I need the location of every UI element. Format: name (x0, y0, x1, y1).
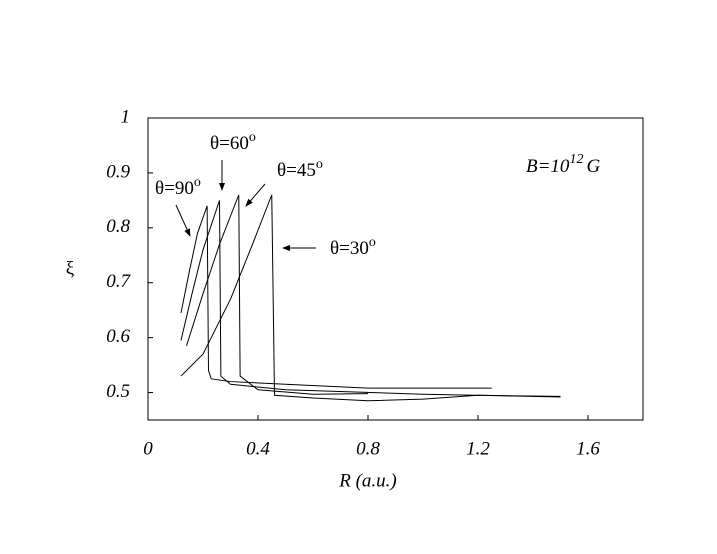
curve-label-sup: o (249, 130, 256, 145)
curve-label: θ=45o (277, 157, 323, 181)
x-tick-label: 0 (143, 438, 153, 459)
curve-label-text: θ=60 (210, 133, 249, 154)
y-tick-label: 0.6 (106, 326, 130, 347)
y-tick-label: 0.9 (106, 161, 130, 182)
curve-label-text: θ=30 (330, 238, 369, 259)
annotation-sup: 12 (569, 152, 583, 167)
curve (180, 194, 561, 402)
curve-label-text: θ=90 (155, 178, 194, 199)
y-tick-label: 0.5 (106, 381, 130, 402)
y-axis-label: ξ (66, 258, 75, 279)
annotation-text: B=10 (526, 156, 570, 177)
curve (180, 205, 492, 389)
curve (180, 200, 561, 398)
x-tick-label: 1.6 (576, 438, 600, 459)
curve-label-sup: o (316, 157, 323, 172)
curve-label: θ=30o (330, 235, 376, 259)
arrow (245, 183, 266, 207)
y-tick-label: 0.7 (106, 271, 131, 292)
curve-label-sup: o (369, 235, 376, 250)
curve (186, 194, 369, 395)
y-tick-label: 1 (121, 106, 131, 127)
x-tick-label: 0.8 (356, 438, 380, 459)
field-annotation: B=1012 G (526, 152, 600, 177)
curve-label: θ=60o (210, 130, 256, 154)
curve-label-sup: o (194, 175, 201, 190)
curve-label-text: θ=45 (277, 160, 316, 181)
y-tick-label: 0.8 (106, 216, 130, 237)
curve-label: θ=90o (155, 175, 201, 199)
arrow (175, 204, 191, 237)
x-tick-label: 1.2 (466, 438, 490, 459)
x-axis-label: R (a.u.) (338, 470, 397, 491)
annotation-unit: G (586, 156, 600, 177)
plot-frame (147, 117, 644, 421)
x-tick-label: 0.4 (246, 438, 270, 459)
